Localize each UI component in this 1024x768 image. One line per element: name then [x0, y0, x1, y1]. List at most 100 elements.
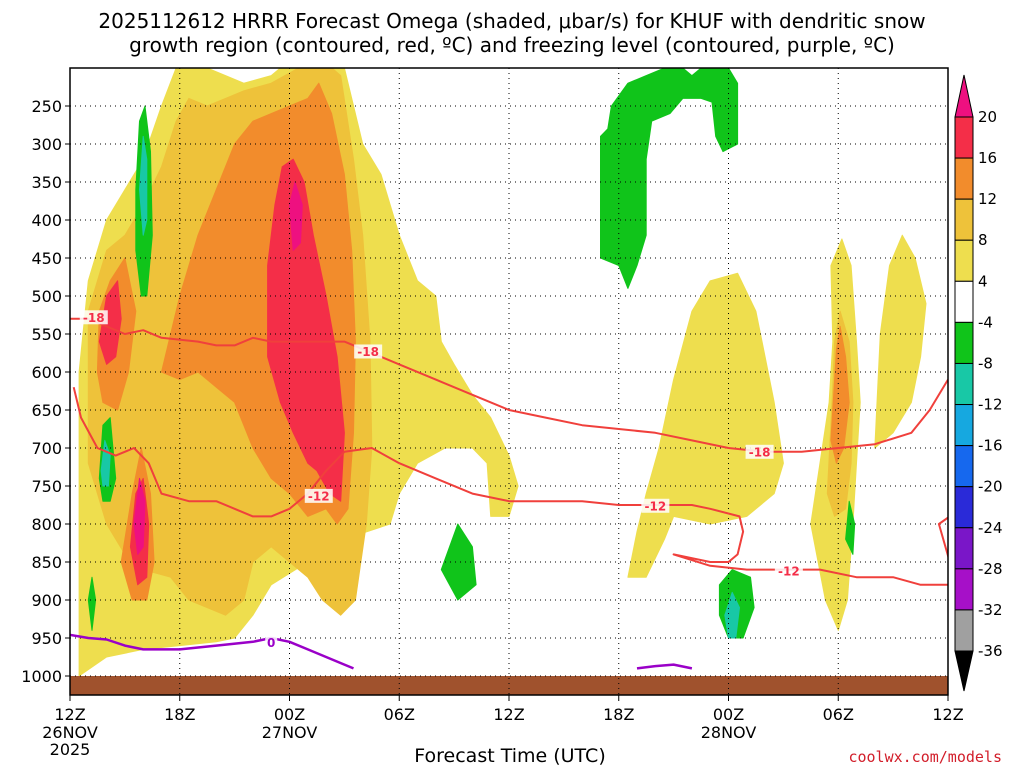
colorbar-label: -24 — [978, 519, 1003, 537]
dendritic-contour--12-1 — [72, 386, 948, 586]
freezing-level-contour-0 — [70, 633, 354, 670]
x-year-label: 2025 — [50, 740, 91, 759]
chart-title-line-1: 2025112612 HRRR Forecast Omega (shaded, … — [98, 9, 926, 33]
contour-label: -12 — [778, 565, 800, 579]
credit-link[interactable]: coolwx.com/models — [848, 748, 1002, 766]
contour-label: -12 — [308, 489, 330, 503]
freezing-level-contour-1 — [636, 663, 693, 670]
colorbar-label: -12 — [978, 396, 1003, 414]
colorbar-swatch — [954, 486, 974, 529]
omega-shading-layer — [78, 68, 927, 677]
contour-label-bg — [79, 310, 108, 325]
contour-label: -18 — [749, 445, 771, 459]
contour-label: -18 — [83, 311, 105, 325]
colorbar-swatch — [954, 404, 974, 447]
colorbar-swatch — [954, 609, 974, 652]
colorbar-swatch — [954, 198, 974, 241]
contour-label: -18 — [357, 345, 379, 359]
omega-region-16 — [267, 158, 345, 502]
terrain-layer — [70, 676, 948, 695]
colorbar-swatch — [954, 362, 974, 406]
colorbar-swatch — [954, 445, 974, 488]
x-tick-label-30: 18Z — [603, 705, 634, 724]
omega-region-16 — [98, 280, 122, 365]
x-tick-label-18: 06Z — [384, 705, 415, 724]
omega-region-12 — [830, 325, 850, 464]
x-tick-label-36: 00Z — [713, 705, 744, 724]
x-tick-label-42: 06Z — [823, 705, 854, 724]
contour-label-layer: -18 -18 -18 -12 -12 -12 0 — [79, 310, 803, 650]
y-tick-label-550: 550 — [31, 325, 62, 344]
colorbar-label: 20 — [978, 108, 997, 126]
omega-region--4 — [845, 500, 856, 555]
y-tick-label-350: 350 — [31, 173, 62, 192]
terrain-band — [70, 676, 948, 695]
colorbar-label: -36 — [978, 642, 1003, 660]
colorbar-label: -16 — [978, 437, 1003, 455]
y-tick-label-850: 850 — [31, 553, 62, 572]
colorbar-bottom-arrow — [954, 650, 974, 692]
contour-label-bg — [354, 344, 383, 359]
omega-region-20 — [133, 477, 146, 555]
colorbar-swatch — [954, 321, 974, 364]
contour-label-bg — [745, 444, 774, 459]
x-tick-label-6: 18Z — [164, 705, 195, 724]
contour-label: 0 — [267, 636, 275, 650]
dendritic-contour--18-0 — [70, 317, 948, 453]
x-date-label: 27NOV — [262, 723, 318, 742]
y-tick-label-900: 900 — [31, 591, 62, 610]
contour-label-bg — [774, 564, 803, 579]
colorbar-label: -8 — [978, 354, 993, 372]
omega-region-4 — [874, 234, 927, 449]
contour-layer — [70, 317, 948, 670]
colorbar-swatch — [954, 239, 974, 282]
y-tick-label-800: 800 — [31, 515, 62, 534]
y-tick-label-450: 450 — [31, 249, 62, 268]
omega-region--4 — [600, 68, 739, 289]
contour-label-bg — [641, 498, 670, 513]
colorbar-label: 12 — [978, 190, 997, 208]
omega-region--8 — [139, 135, 148, 236]
contour-label: -12 — [644, 499, 666, 513]
contour-label-bg — [265, 635, 278, 650]
colorbar-swatch — [954, 568, 974, 611]
colorbar-label: 4 — [978, 272, 988, 290]
colorbar-label: -20 — [978, 478, 1003, 496]
colorbar-label: -28 — [978, 560, 1003, 578]
x-tick-label-24: 12Z — [493, 705, 524, 724]
y-tick-label-600: 600 — [31, 363, 62, 382]
x-tick-label-48: 12Z — [932, 705, 963, 724]
y-tick-label-750: 750 — [31, 477, 62, 496]
x-axis-label: Forecast Time (UTC) — [414, 745, 606, 767]
y-tick-label-650: 650 — [31, 401, 62, 420]
colorbar-swatch — [954, 527, 974, 570]
y-tick-label-700: 700 — [31, 439, 62, 458]
x-date-label: 28NOV — [701, 723, 757, 742]
colorbar-label: 16 — [978, 149, 997, 167]
x-date-label: 26NOV — [42, 723, 98, 742]
omega-region--8 — [724, 591, 740, 639]
colorbar-swatch — [954, 280, 974, 323]
colorbar-label: -32 — [978, 601, 1003, 619]
contour-label-bg — [304, 488, 333, 503]
omega-region-20 — [289, 181, 303, 251]
y-tick-label-1000: 1000 — [21, 667, 62, 686]
dendritic-contour--12-2 — [937, 516, 948, 560]
omega-region--4 — [440, 523, 477, 601]
y-tick-label-400: 400 — [31, 211, 62, 230]
y-tick-label-500: 500 — [31, 287, 62, 306]
y-tick-label-250: 250 — [31, 97, 62, 116]
colorbar-label: -4 — [978, 313, 993, 331]
colorbar-label: 8 — [978, 231, 988, 249]
x-tick-label-0: 12Z — [54, 705, 85, 724]
colorbar-swatch — [954, 157, 974, 200]
x-tick-label-12: 00Z — [274, 705, 305, 724]
y-tick-label-950: 950 — [31, 629, 62, 648]
colorbar-top-arrow — [954, 74, 974, 118]
y-tick-label-300: 300 — [31, 135, 62, 154]
y-axis: 250 300 350 400 450 500 550 600 650 700 750 800 850 9… — [21, 97, 70, 686]
colorbar-swatch — [954, 116, 974, 159]
chart-title-line-2: growth region (contoured, red, ºC) and f… — [129, 33, 895, 57]
